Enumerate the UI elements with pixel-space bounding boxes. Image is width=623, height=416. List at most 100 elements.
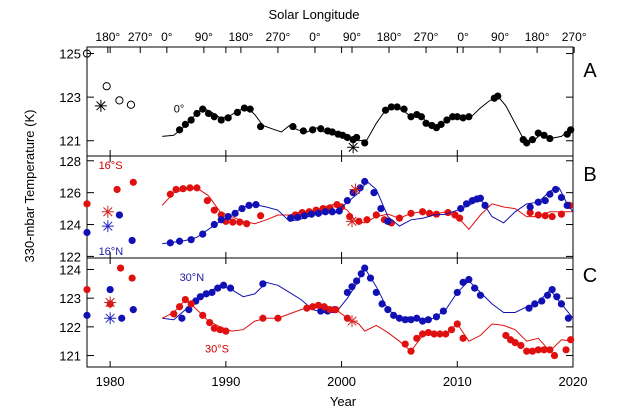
y-tick-label: 121 [59, 134, 81, 149]
data-point [259, 314, 267, 322]
data-point [181, 295, 189, 304]
data-point [534, 198, 542, 206]
data-point [217, 216, 225, 224]
data-point [346, 212, 354, 221]
data-point [187, 236, 195, 244]
data-point [222, 327, 230, 335]
data-point [502, 331, 510, 340]
data-point [233, 108, 242, 116]
data-point [437, 120, 445, 128]
data-point [320, 303, 328, 311]
data-point [166, 190, 174, 198]
data-point [115, 211, 123, 219]
data-point [238, 204, 246, 213]
star-marker [103, 207, 113, 217]
data-point [353, 277, 361, 285]
data-point [357, 270, 365, 278]
data-point [361, 264, 369, 272]
data-point [187, 116, 195, 124]
data-point [299, 127, 307, 135]
data-point [418, 208, 427, 216]
series-line-c-1 [161, 298, 574, 352]
data-point [424, 316, 432, 324]
data-point [453, 320, 461, 328]
data-point [214, 284, 222, 292]
data-point [534, 129, 542, 137]
data-point [361, 177, 369, 186]
data-point [116, 264, 125, 272]
data-point [401, 316, 409, 324]
top-tick-label-11: 90° [491, 30, 509, 44]
data-point [548, 212, 556, 221]
data-point [443, 116, 451, 124]
data-point [343, 133, 351, 142]
data-point [422, 119, 430, 127]
data-point [256, 122, 265, 131]
data-point [236, 218, 244, 226]
data-point [229, 218, 237, 226]
data-point [328, 128, 336, 136]
data-point [106, 285, 114, 294]
series-annotation: 30°S [205, 344, 229, 356]
star-marker [105, 313, 115, 323]
y-tick-label: 121 [59, 349, 81, 364]
x-axis-ticks: 1980 1990 2000 2010 2020 [96, 374, 588, 389]
y-tick-label: 122 [59, 249, 81, 264]
data-point [459, 334, 467, 342]
data-point [328, 208, 336, 216]
data-point [321, 208, 329, 216]
data-point [439, 307, 447, 315]
data-point [206, 318, 214, 327]
data-point [314, 301, 323, 309]
data-point [274, 314, 282, 322]
data-point [287, 214, 295, 222]
data-point [413, 314, 421, 322]
y-tick-label: 125 [59, 47, 81, 62]
data-point [418, 330, 427, 338]
data-point [187, 300, 195, 308]
data-point [370, 189, 378, 197]
data-point [372, 288, 380, 297]
data-point [175, 126, 184, 134]
data-point [252, 201, 260, 209]
data-point [476, 194, 485, 202]
data-point [348, 283, 356, 291]
data-point [326, 306, 334, 314]
data-point [395, 214, 404, 222]
data-point [226, 284, 235, 292]
data-point [384, 306, 392, 314]
data-point [430, 330, 438, 338]
data-point [531, 300, 539, 308]
data-point [436, 330, 444, 338]
series-annotation: 16°S [99, 160, 123, 172]
data-point [553, 293, 561, 301]
data-point [83, 285, 91, 294]
top-tick-label-6: 0° [309, 30, 321, 44]
data-point [526, 203, 534, 211]
data-point [395, 314, 404, 322]
data-point [245, 201, 253, 210]
data-point [456, 214, 464, 222]
data-point [353, 133, 361, 142]
data-point [563, 201, 571, 210]
data-point [517, 341, 525, 350]
data-point [175, 303, 184, 311]
data-point [462, 200, 471, 208]
data-point [459, 278, 467, 286]
data-point [343, 288, 351, 297]
data-point [538, 297, 546, 305]
star-marker [347, 316, 357, 326]
data-point [543, 291, 552, 299]
data-point [471, 284, 479, 292]
data-point [210, 113, 218, 121]
data-point [199, 105, 207, 113]
data-point [309, 126, 317, 134]
top-tick-label-8: 180° [377, 30, 402, 44]
data-point [372, 211, 380, 219]
panel-b: 122 124 126 128 B 16°S 16°N [59, 154, 596, 265]
data-point [523, 139, 531, 147]
data-point [289, 122, 297, 131]
data-point [361, 139, 369, 147]
data-point [175, 237, 184, 245]
data-point [432, 210, 441, 218]
